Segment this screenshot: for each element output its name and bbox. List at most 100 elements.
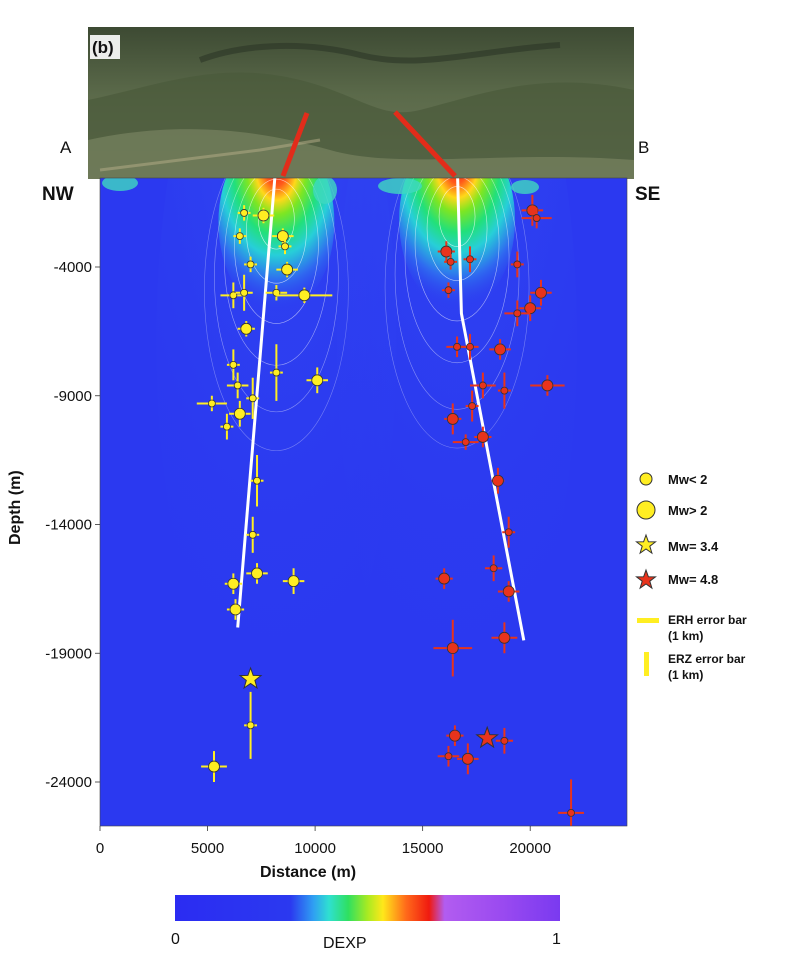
- earthquake-point: [246, 721, 255, 730]
- earthquake-point: [229, 291, 238, 300]
- earthquake-point: [233, 407, 246, 420]
- dexp-contour: [234, 178, 319, 324]
- earthquake-point: [240, 322, 253, 335]
- earthquake-point: [235, 232, 244, 241]
- earthquake-point: [208, 760, 220, 773]
- earthquake-point: [240, 209, 249, 217]
- earthquake-point: [498, 631, 511, 644]
- dexp-contour: [404, 178, 510, 364]
- terrain-image: (b): [88, 27, 634, 179]
- y-tick-label: -9000: [54, 388, 92, 405]
- earthquake-point: [240, 288, 249, 297]
- colorbar-title: DEXP: [323, 935, 367, 952]
- earthquake-point: [223, 422, 231, 431]
- shallow-anomaly: [102, 178, 138, 191]
- earthquake-point: [453, 342, 461, 351]
- legend-star-red-icon: [635, 568, 657, 590]
- legend-erh-line1: ERH error bar: [668, 613, 747, 627]
- colorbar-min: 0: [171, 931, 180, 948]
- earthquake-point: [526, 204, 539, 217]
- shallow-anomaly: [511, 180, 539, 194]
- legend-star-yellow-icon: [635, 533, 657, 555]
- fault-trace-b: [393, 110, 457, 178]
- earthquake-point: [311, 374, 324, 387]
- anomaly-core: [399, 178, 516, 311]
- earthquake-point: [246, 260, 255, 269]
- legend-large-eq-icon: [636, 500, 656, 520]
- earthquake-point: [500, 386, 509, 395]
- direction-nw: NW: [42, 184, 74, 205]
- earthquake-point: [298, 289, 311, 302]
- earthquake-point: [251, 567, 263, 580]
- earthquake-star: [238, 666, 263, 690]
- dexp-contour: [214, 178, 339, 413]
- legend-small-eq-icon: [639, 472, 653, 486]
- earthquake-point: [502, 585, 515, 598]
- dexp-contour: [426, 178, 488, 281]
- legend-star-red: Mw= 4.8: [668, 572, 718, 587]
- earthquake-point: [541, 379, 554, 392]
- legend-large-eq: Mw> 2: [668, 503, 707, 518]
- earthquake-point: [229, 603, 242, 616]
- earthquake-point: [492, 474, 504, 487]
- earthquake-point: [233, 381, 242, 390]
- legend-erz-icon: [644, 652, 649, 676]
- legend-star-yellow: Mw= 3.4: [668, 539, 719, 554]
- earthquake-point: [446, 413, 459, 425]
- earthquake-point: [513, 309, 522, 318]
- x-tick-label: 15000: [402, 840, 444, 857]
- legend-small-eq: Mw< 2: [668, 472, 707, 487]
- colorbar-max: 1: [552, 931, 561, 948]
- earthquake-point: [207, 399, 216, 408]
- earthquake-point: [248, 530, 257, 539]
- direction-se: SE: [635, 184, 660, 205]
- earthquake-point: [438, 572, 451, 585]
- earthquake-point: [524, 302, 537, 315]
- earthquake-point: [466, 342, 474, 351]
- colorbar: 0 DEXP 1: [171, 895, 561, 952]
- earthquake-point: [535, 286, 547, 299]
- earthquake-point: [489, 564, 498, 573]
- earthquake-point: [461, 438, 470, 447]
- earthquake-point: [281, 263, 294, 276]
- plot-area: [100, 178, 627, 826]
- earthquake-point: [444, 286, 453, 295]
- profile-start-label: A: [60, 138, 72, 157]
- axes: 0 5000 10000 15000 20000 -4000 -9000 -14000 -190…: [45, 259, 551, 857]
- y-tick-label: -19000: [45, 645, 92, 662]
- x-tick-label: 20000: [509, 840, 551, 857]
- anomaly-halo: [156, 178, 397, 723]
- shallow-anomaly: [313, 178, 337, 204]
- dexp-contour: [394, 178, 520, 410]
- dexp-contour: [258, 188, 295, 250]
- earthquake-point: [532, 214, 541, 222]
- panel-label: (b): [92, 38, 114, 57]
- earthquake-point: [446, 642, 459, 654]
- earthquake-point: [468, 402, 477, 410]
- profile-end-label: B: [638, 138, 649, 157]
- y-tick-label: -24000: [45, 774, 92, 791]
- shallow-anomaly: [378, 178, 422, 194]
- earthquake-point: [476, 431, 489, 443]
- fault-line: [236, 178, 277, 628]
- legend-erz-line2: (1 km): [668, 668, 703, 682]
- x-tick-label: 0: [96, 840, 104, 857]
- x-tick-label: 10000: [294, 840, 336, 857]
- earthquake-point: [449, 729, 461, 742]
- earthquake-point: [494, 343, 506, 356]
- earthquake-point: [444, 752, 453, 761]
- fault-trace-a: [280, 112, 310, 177]
- legend-erh-icon: [637, 618, 659, 623]
- earthquake-point: [513, 260, 522, 269]
- x-axis-label: Distance (m): [260, 864, 356, 881]
- y-axis-label: Depth (m): [7, 470, 24, 545]
- earthquake-point: [248, 394, 257, 403]
- earthquake-point: [440, 245, 453, 258]
- earthquakes: [196, 194, 584, 826]
- colorbar-ramp: [175, 895, 560, 921]
- earthquake-point: [272, 368, 281, 377]
- dexp-contour: [246, 178, 307, 284]
- x-tick-label: 5000: [191, 840, 224, 857]
- earthquake-point: [287, 575, 300, 588]
